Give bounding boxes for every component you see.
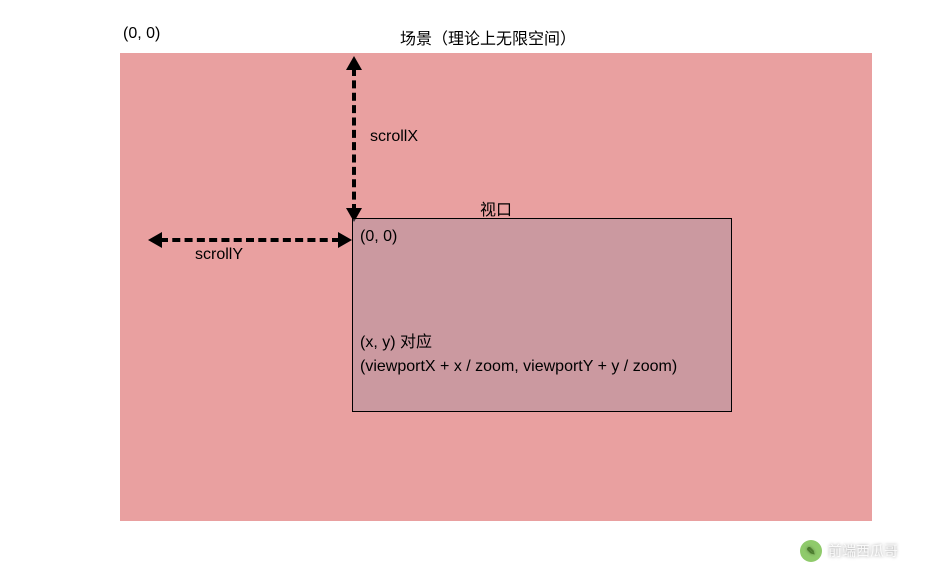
- author-badge: ✎ 前端西瓜哥: [800, 540, 898, 562]
- scrolly-arrow-head-right: [338, 232, 352, 248]
- scene-title: 场景（理论上无限空间）: [400, 25, 576, 49]
- scrollx-arrow-line: [352, 68, 356, 212]
- scrollx-label: scrollX: [370, 128, 418, 146]
- scrollx-arrow-head-up: [346, 56, 362, 70]
- scrolly-arrow-line: [160, 238, 340, 242]
- viewport-origin-label: (0, 0): [360, 228, 397, 246]
- viewport-rect: [352, 218, 732, 412]
- mapping-text-line1: (x, y) 对应: [360, 328, 432, 352]
- mapping-text-line2: (viewportX + x / zoom, viewportY + y / z…: [360, 358, 677, 376]
- scrolly-label: scrollY: [195, 246, 243, 264]
- author-text: 前端西瓜哥: [828, 541, 898, 561]
- author-icon: ✎: [800, 540, 822, 562]
- scene-origin-label: (0, 0): [123, 25, 160, 43]
- viewport-title: 视口: [480, 196, 512, 220]
- scrolly-arrow-head-left: [148, 232, 162, 248]
